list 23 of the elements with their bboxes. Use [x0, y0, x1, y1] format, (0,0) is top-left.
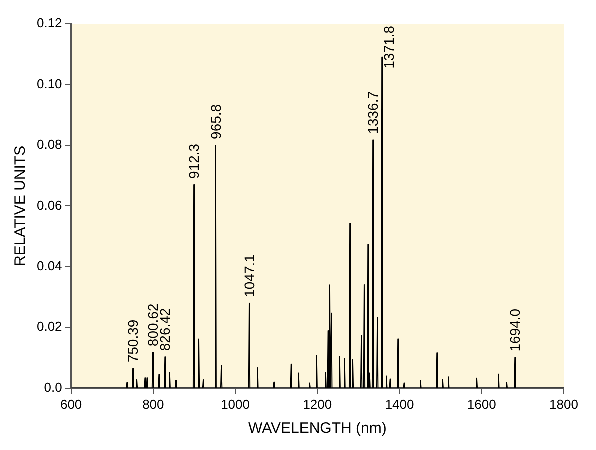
y-tick-label: 0.02: [36, 319, 62, 334]
annotation: 750.39: [125, 320, 142, 363]
x-tick-label: 800: [142, 396, 164, 412]
x-tick-label: 1800: [550, 396, 578, 412]
x-tick-label: 1000: [221, 396, 250, 412]
annotation: 1336.7: [365, 91, 382, 134]
annotation: 912.3: [186, 144, 202, 179]
annotation: 1047.1: [241, 254, 258, 298]
annotation: 1694.0: [507, 308, 524, 352]
y-tick-label: 0.04: [36, 258, 62, 274]
y-axis-title: RELATIVE UNITS: [12, 146, 30, 266]
x-axis-title: WAVELENGTH (nm): [248, 420, 387, 438]
annotation: 965.8: [208, 104, 224, 140]
x-tick-label: 1600: [467, 396, 496, 412]
annotation: 1371.8: [381, 26, 398, 69]
y-tick-label: 0.0: [44, 380, 62, 395]
x-tick-label: 1400: [385, 396, 414, 412]
y-tick-label: 0.12: [36, 16, 62, 31]
y-tick-label: 0.06: [36, 198, 62, 213]
y-tick-label: 0.10: [36, 76, 62, 92]
x-tick-label: 1200: [303, 396, 332, 412]
x-tick-label: 600: [60, 396, 82, 412]
y-tick-label: 0.08: [36, 137, 62, 152]
